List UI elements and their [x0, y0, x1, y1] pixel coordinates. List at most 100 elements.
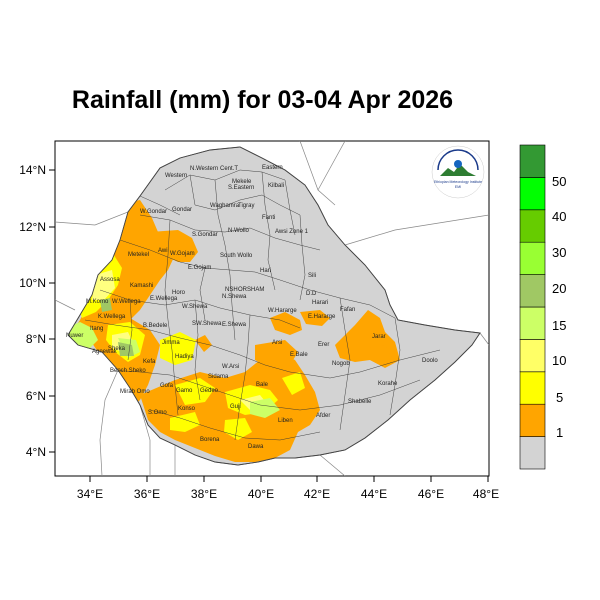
colorbar-label: 30 [552, 245, 566, 260]
colorbar-label: 15 [552, 318, 566, 333]
emi-logo: Ethiopian Meteorology Institute EMI [431, 145, 485, 199]
region-label: S.Omo [148, 410, 167, 416]
region-label: Doolo [422, 358, 438, 364]
y-tick-label: 12°N [19, 220, 46, 234]
region-label: Bale [256, 382, 269, 388]
region-label: E.Hararge [308, 314, 336, 320]
x-tick-label: 42°E [304, 487, 330, 501]
region-label: Guji [230, 404, 241, 410]
region-label: M.Komo [86, 299, 109, 305]
region-label: Mekele [232, 179, 252, 185]
region-label: Kefa [143, 359, 156, 365]
region-label: W.Wellega [112, 299, 141, 305]
map-title: Rainfall (mm) for 03-04 Apr 2026 [71, 86, 454, 114]
region-label: NSH [225, 287, 238, 293]
y-axis-labels: 14°N 12°N 10°N 8°N 6°N 4°N [19, 163, 46, 459]
region-label: E.Shewa [222, 322, 247, 328]
region-label: Mirab Omo [120, 389, 150, 395]
colorbar-swatch [519, 144, 546, 178]
region-label: E.Wellega [150, 296, 178, 302]
zone-boundaries [84, 169, 441, 441]
x-tick-label: 46°E [418, 487, 444, 501]
y-tick-label: 14°N [19, 163, 46, 177]
region-label: E.Gojam [188, 265, 211, 271]
region-label: Afder [316, 413, 330, 419]
region-label: Dawa [248, 444, 264, 450]
region-label: Itang [90, 326, 103, 332]
colorbar-label: 1 [556, 425, 563, 440]
region-label: Arsi [272, 340, 282, 346]
x-tick-label: 36°E [134, 487, 160, 501]
region-label: Fanti [262, 215, 275, 221]
region-label: Awsi Zone 1 [275, 229, 309, 235]
region-label: Western [165, 173, 187, 179]
colorbar-swatch [519, 371, 546, 405]
colorbar-swatch [519, 339, 546, 373]
colorbar-swatch [519, 177, 546, 211]
region-label: W.Shewa [182, 304, 208, 310]
y-tick-label: 10°N [19, 276, 46, 290]
region-label: Eastern [262, 165, 283, 171]
region-label: South Wollo [220, 253, 253, 259]
colorbar-swatch [519, 209, 546, 243]
region-label: D.D [306, 291, 317, 297]
x-tick-label: 34°E [77, 487, 103, 501]
rainfall-shading [68, 200, 400, 462]
region-label: SHAM [247, 287, 264, 293]
region-label: Metekel [128, 252, 149, 258]
colorbar [519, 144, 546, 470]
axis-ticks [49, 169, 489, 482]
colorbar-labels: 1 5 10 15 20 30 40 50 [552, 174, 566, 440]
x-tick-label: 40°E [248, 487, 274, 501]
region-label: Harari [312, 300, 328, 306]
region-label: W.Hararge [268, 308, 297, 314]
x-axis-labels: 34°E 36°E 38°E 40°E 42°E 44°E 46°E 48°E [77, 487, 499, 501]
region-label: W.Gojam [170, 251, 195, 257]
region-label: Tigray [238, 203, 254, 209]
region-label: Kilbali [268, 183, 284, 189]
y-tick-label: 6°N [26, 389, 46, 403]
region-label: K.Wellega [98, 314, 126, 320]
region-label: W.Gondar [140, 209, 167, 215]
region-labels: Western N.Western Cent.T Eastern Mekele … [66, 165, 438, 450]
region-label: Cent.T [220, 166, 238, 172]
region-label: Gedeo [200, 388, 219, 394]
x-tick-label: 48°E [473, 487, 499, 501]
region-label: Horo [172, 290, 186, 296]
colorbar-swatch [519, 306, 546, 340]
region-label: Korahe [378, 381, 398, 387]
x-tick-label: 38°E [191, 487, 217, 501]
region-label: Bench Sheko [110, 368, 146, 374]
logo-agency: Ethiopian Meteorology Institute [434, 180, 482, 184]
region-label: Gamo [176, 388, 193, 394]
colorbar-label: 50 [552, 174, 566, 189]
region-label: Agnewak [92, 349, 118, 355]
colorbar-swatch [519, 241, 546, 275]
region-label: S.Eastern [228, 185, 254, 191]
region-label: Kamashi [130, 283, 153, 289]
region-label: Erer [318, 342, 329, 348]
region-label: Jarar [372, 334, 386, 340]
region-label: Waghamra [210, 203, 240, 209]
region-label: E.Bale [290, 352, 308, 358]
colorbar-swatch [519, 436, 546, 470]
region-label: Nuwer [66, 333, 83, 339]
region-label: Konso [178, 406, 196, 412]
region-label: Sili [308, 273, 316, 279]
region-label: Nogob [332, 361, 350, 367]
region-label: Gofa [160, 383, 174, 389]
colorbar-label: 5 [556, 390, 563, 405]
colorbar-swatch [519, 274, 546, 308]
region-label: N.Western [190, 166, 218, 172]
x-tick-label: 44°E [361, 487, 387, 501]
region-label: N.Shewa [222, 294, 247, 300]
region-label: B.Bedele [143, 323, 168, 329]
region-label: Awi [158, 248, 168, 254]
y-tick-label: 4°N [26, 445, 46, 459]
region-label: N.Wollo [228, 228, 250, 234]
region-label: Gondar [172, 207, 192, 213]
region-label: Shabelle [348, 399, 372, 405]
region-label: Liben [278, 418, 293, 424]
region-label: SW.Shewa [192, 321, 222, 327]
